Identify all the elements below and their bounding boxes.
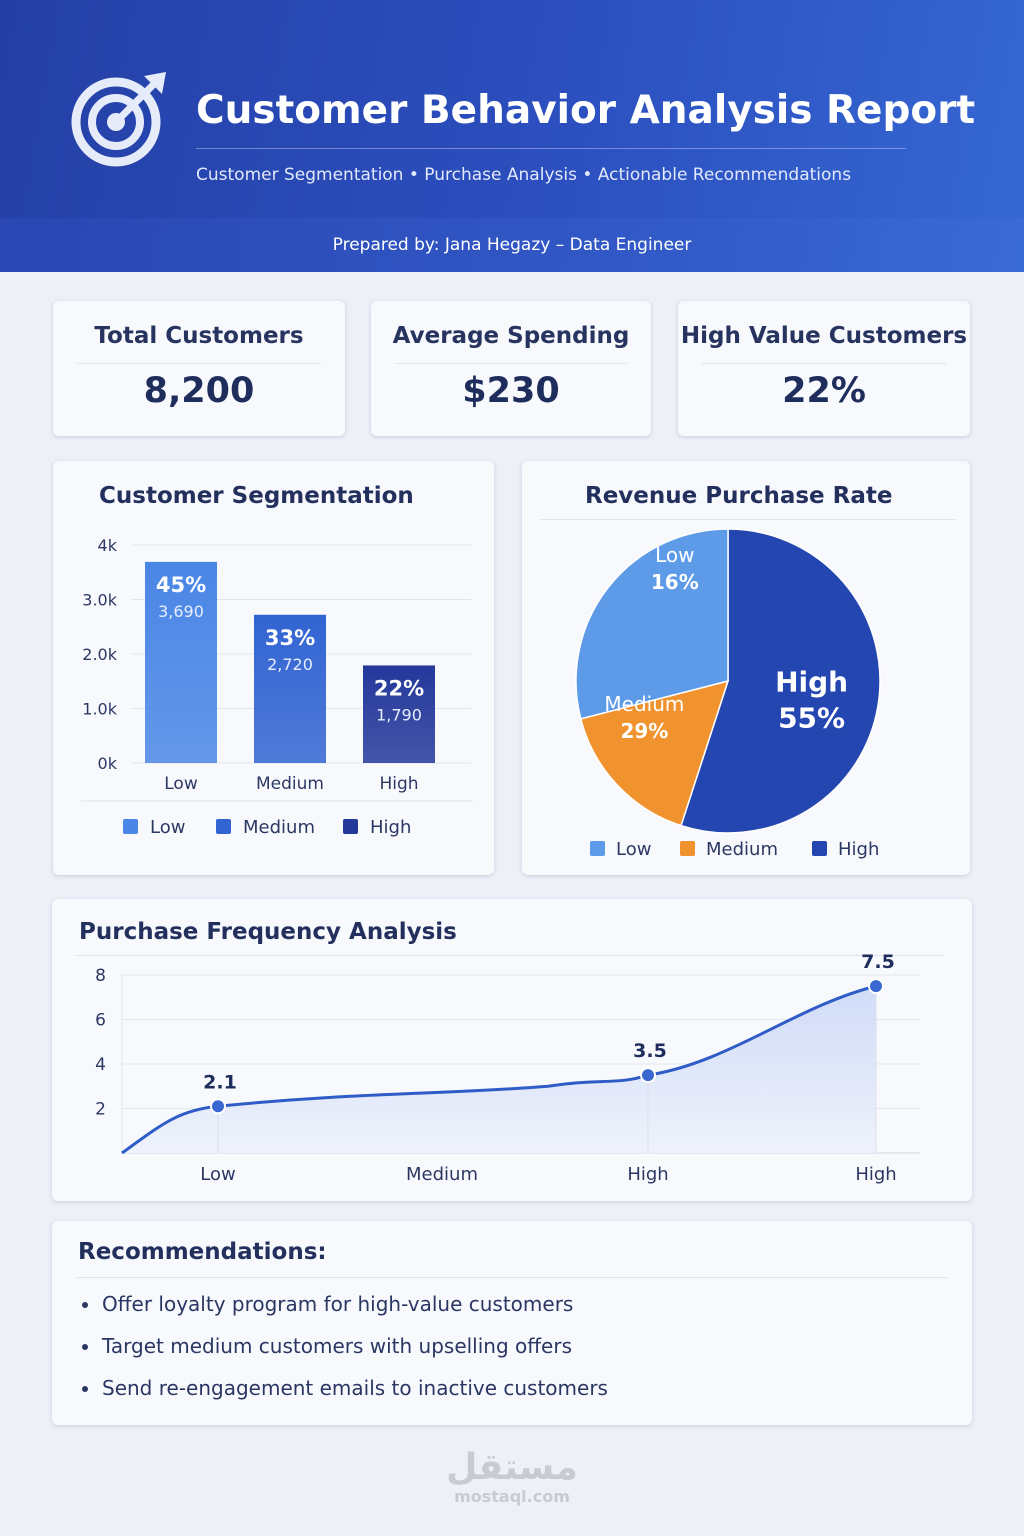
- legend-label: Medium: [706, 839, 778, 860]
- pie-slice-label: Low: [655, 543, 694, 567]
- author-text: Prepared by: Jana Hegazy – Data Engineer: [332, 235, 692, 255]
- legend-label: High: [370, 817, 411, 838]
- bar-value-label: 1,790: [376, 705, 422, 724]
- pie-slice-label: High: [775, 665, 848, 698]
- pie-slice-low: [579, 679, 730, 827]
- y-tick-label: 1.0k: [82, 700, 117, 719]
- kpi-label: Average Spending: [392, 323, 630, 349]
- kpi-card-total-customers: Total Customers 8,200: [53, 301, 345, 436]
- data-point-label: 7.5: [861, 951, 895, 973]
- data-point: [210, 1098, 226, 1115]
- legend-swatch: [812, 841, 827, 856]
- bar-percent-label: 45%: [156, 573, 206, 597]
- pie-slice-medium: [575, 528, 729, 720]
- data-point: [868, 978, 884, 995]
- x-tick-label: Medium: [406, 1164, 478, 1185]
- pie-slice-high: [680, 528, 881, 834]
- legend-swatch: [123, 819, 138, 834]
- recommendations-card: Recommendations: Offer loyalty program f…: [52, 1221, 972, 1425]
- watermark-url: mostaql.com: [454, 1487, 570, 1506]
- x-tick-label: Low: [200, 1164, 235, 1185]
- chart-title-divider: [76, 955, 944, 956]
- y-tick-label: 2.0k: [82, 645, 117, 664]
- kpi-label: High Value Customers: [680, 323, 968, 349]
- data-point: [640, 1067, 656, 1084]
- recommendations-divider: [76, 1277, 948, 1278]
- kpi-value: 22%: [782, 371, 866, 411]
- pie-slice-label: Medium: [604, 692, 684, 716]
- bar-percent-label: 22%: [374, 676, 424, 700]
- kpi-card-high-value-customers: High Value Customers 22%: [678, 301, 970, 436]
- legend-swatch: [216, 819, 231, 834]
- segmentation-chart-card: Customer Segmentation 0k 1.0k 2.0k 3.0k 4k 45…: [53, 461, 494, 875]
- y-tick-label: 6: [95, 1011, 106, 1031]
- x-tick-label: Low: [164, 774, 198, 794]
- page-subtitle: Customer Segmentation • Purchase Analysi…: [196, 165, 852, 185]
- x-tick-label: High: [379, 774, 418, 794]
- title-divider: [196, 148, 906, 149]
- kpi-card-average-spending: Average Spending $230: [371, 301, 651, 436]
- legend-swatch: [590, 841, 605, 856]
- x-tick-label: High: [855, 1164, 896, 1185]
- recommendations-title: Recommendations:: [78, 1239, 327, 1265]
- frequency-chart-card: Purchase Frequency Analysis 2 4 6 8 2.1 3.5 7.…: [52, 899, 972, 1201]
- watermark-arabic: مستقل: [446, 1447, 578, 1488]
- page-title: Customer Behavior Analysis Report: [196, 88, 976, 133]
- y-tick-label: 4: [95, 1055, 106, 1075]
- legend-swatch: [680, 841, 695, 856]
- kpi-label: Total Customers: [94, 323, 304, 349]
- legend-label: Low: [616, 839, 651, 860]
- pie-slice-percent: 16%: [651, 570, 699, 594]
- bar-percent-label: 33%: [265, 626, 315, 650]
- legend-swatch: [343, 819, 358, 834]
- recommendations-list: Offer loyalty program for high-value cus…: [78, 1283, 608, 1409]
- y-tick-label: 8: [95, 966, 106, 986]
- segmentation-bar-chart: 0k 1.0k 2.0k 3.0k 4k 45% 3,690 Low 33% 2,720 Mediu…: [81, 536, 473, 838]
- bar-value-label: 3,690: [158, 602, 204, 621]
- chart-title: Customer Segmentation: [99, 483, 414, 509]
- revenue-chart-card: Revenue Purchase Rate High 55% Low 16% Mediu…: [522, 461, 970, 875]
- series-line: [121, 984, 877, 1155]
- legend-label: High: [838, 839, 879, 860]
- bar-low: [145, 561, 217, 763]
- pie-slice-percent: 55%: [778, 701, 845, 734]
- chart-title-divider: [540, 519, 956, 520]
- area-fill: [122, 986, 876, 1153]
- target-arrow-icon: [71, 72, 166, 167]
- frequency-area-chart: 2 4 6 8 2.1 3.5 7.5 Low Medium High High: [95, 951, 920, 1185]
- chart-title: Revenue Purchase Rate: [585, 483, 893, 509]
- data-point-label: 2.1: [203, 1071, 237, 1093]
- y-tick-label: 0k: [98, 754, 118, 773]
- kpi-divider: [77, 363, 321, 364]
- kpi-divider: [395, 363, 627, 364]
- y-tick-label: 2: [95, 1100, 106, 1120]
- pie-slice-percent: 29%: [620, 719, 668, 743]
- kpi-divider: [702, 363, 946, 364]
- bar-value-label: 2,720: [267, 655, 313, 674]
- kpi-value: $230: [462, 371, 560, 411]
- chart-title: Purchase Frequency Analysis: [79, 919, 457, 945]
- recommendation-item: Offer loyalty program for high-value cus…: [78, 1283, 608, 1325]
- recommendation-item: Target medium customers with upselling o…: [78, 1325, 608, 1367]
- recommendation-item: Send re-engagement emails to inactive cu…: [78, 1367, 608, 1409]
- y-tick-label: 4k: [98, 536, 118, 555]
- legend-label: Low: [150, 817, 185, 838]
- legend-label: Medium: [243, 817, 315, 838]
- kpi-value: 8,200: [143, 371, 255, 411]
- bar-high: [363, 665, 435, 763]
- x-tick-label: Medium: [256, 774, 324, 794]
- data-point-label: 3.5: [633, 1040, 667, 1062]
- y-tick-label: 3.0k: [82, 591, 117, 610]
- x-tick-label: High: [627, 1164, 668, 1185]
- report-header: Customer Behavior Analysis Report Custom…: [0, 0, 1024, 218]
- author-bar: Prepared by: Jana Hegazy – Data Engineer: [0, 218, 1024, 272]
- bar-medium: [254, 614, 326, 763]
- watermark: مستقل mostaql.com: [0, 1448, 1024, 1506]
